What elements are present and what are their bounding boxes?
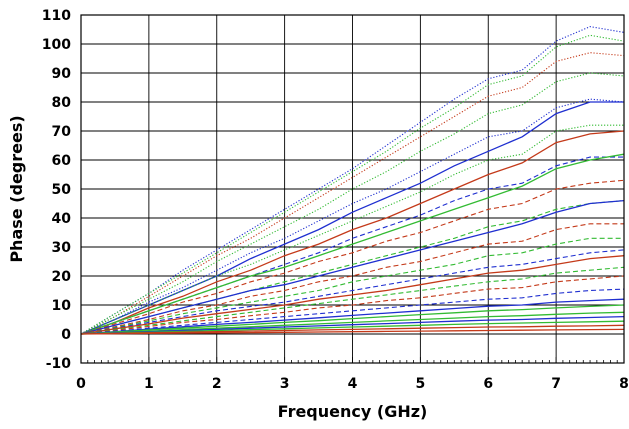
series-line-24 (80, 315, 625, 335)
series-line-14 (80, 223, 624, 335)
series-line-17 (80, 255, 625, 335)
x-tick-label: 0 (76, 376, 86, 392)
series-line-21 (80, 298, 625, 335)
series-line-22 (80, 304, 625, 335)
y-tick-label: 70 (52, 124, 72, 140)
y-tick-label: 0 (61, 327, 71, 343)
x-tick-label: 4 (348, 376, 358, 392)
x-tick-labels: 0 1 2 3 4 5 6 7 8 (76, 376, 629, 392)
series-line-5 (80, 98, 625, 335)
x-tick-label: 3 (280, 376, 290, 392)
y-tick-label: 80 (52, 95, 72, 111)
series-line-6 (80, 101, 624, 335)
x-tick-label: 8 (619, 376, 629, 392)
x-tick-label: 7 (551, 376, 561, 392)
series-lines (80, 26, 625, 335)
y-tick-label: 90 (52, 66, 72, 82)
series-line-7 (80, 124, 624, 335)
y-axis-title: Phase (degrees) (7, 115, 26, 262)
x-tick-label: 2 (212, 376, 222, 392)
y-tick-label: 40 (52, 211, 72, 227)
series-line-13 (80, 199, 625, 335)
y-tick-labels: -10 0 10 20 30 40 50 60 70 80 90 100 110 (42, 8, 71, 372)
plot-frame (80, 14, 625, 364)
y-tick-label: 50 (52, 182, 72, 198)
series-line-25 (80, 320, 625, 335)
x-tick-label: 6 (483, 376, 493, 392)
y-tick-label: -10 (46, 356, 72, 372)
series-line-15 (80, 237, 624, 335)
grid-lines (81, 15, 624, 363)
series-line-26 (80, 324, 625, 335)
y-tick-label: 10 (52, 298, 72, 314)
series-line-27 (80, 328, 625, 335)
y-tick-label: 110 (42, 8, 71, 24)
series-line-8 (80, 130, 625, 335)
x-tick-label: 1 (144, 376, 154, 392)
y-tick-label: 20 (52, 269, 72, 285)
series-line-23 (80, 311, 625, 335)
y-tick-label: 60 (52, 153, 72, 169)
series-line-12 (80, 200, 625, 335)
y-tick-label: 100 (42, 37, 71, 53)
series-line-20 (80, 288, 625, 335)
x-axis-title: Frequency (GHz) (278, 402, 428, 421)
x-tick-label: 5 (416, 376, 426, 392)
series-line-16 (80, 249, 625, 335)
series-line-18 (80, 266, 625, 335)
y-tick-label: 30 (52, 240, 72, 256)
series-line-2 (80, 34, 625, 335)
series-line-10 (80, 153, 625, 335)
series-line-19 (80, 275, 625, 335)
series-line-11 (80, 179, 625, 335)
